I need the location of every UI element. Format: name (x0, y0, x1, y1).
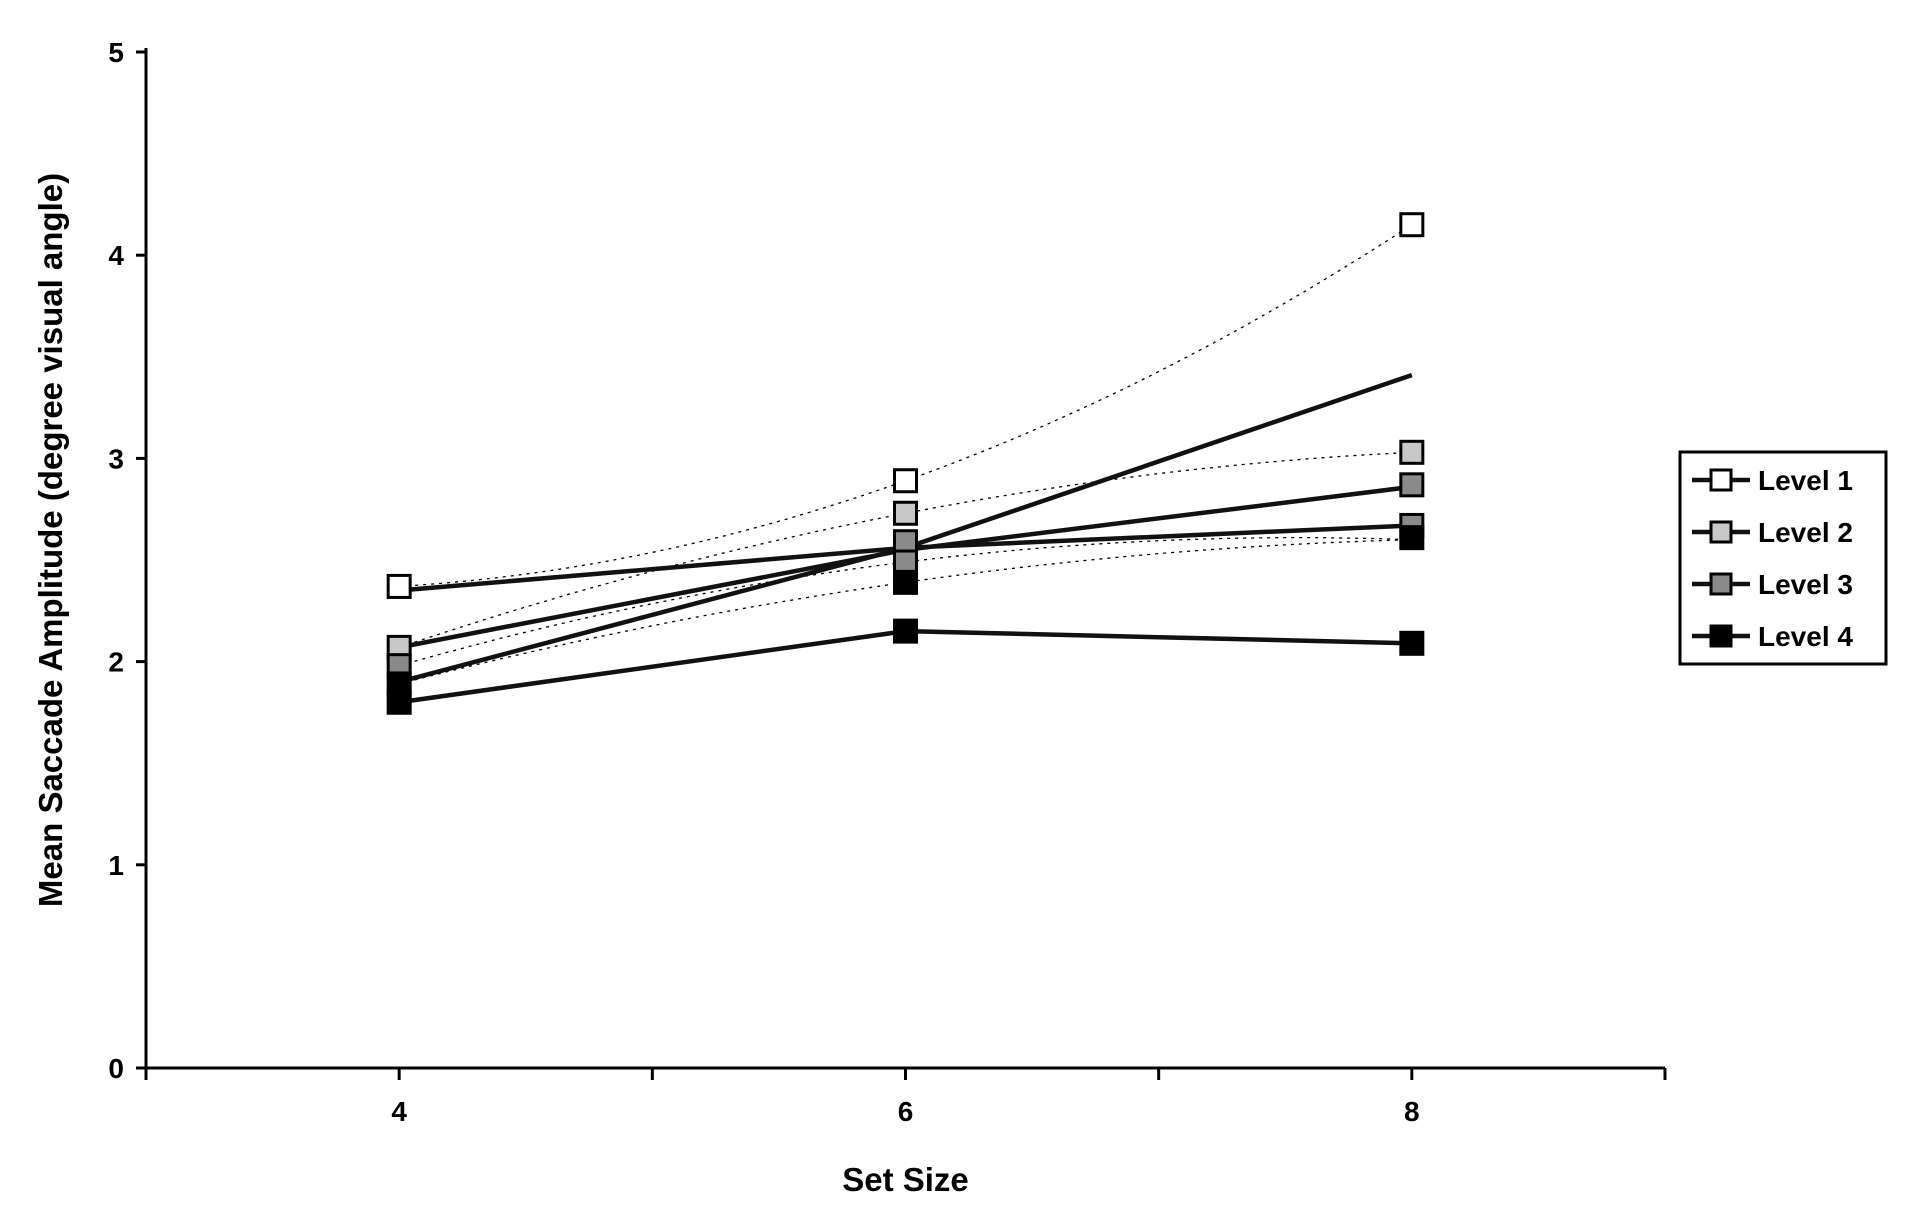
marker-level-1 (1399, 212, 1425, 238)
legend-marker (1709, 468, 1733, 492)
marker-level-4 (893, 618, 918, 644)
dotted-curve (398, 451, 1412, 649)
y-tick-label: 4 (108, 240, 124, 271)
marker-level-1 (386, 573, 412, 599)
y-tick-label: 3 (108, 443, 124, 474)
marker-level-2 (893, 500, 918, 526)
legend-label: Level 3 (1758, 569, 1853, 600)
marker-level-4 (1399, 630, 1425, 656)
dotted-curve (399, 224, 1413, 588)
legend-label: Level 1 (1758, 465, 1853, 496)
marker-level-3 (893, 529, 918, 555)
marker-level-2 (1399, 439, 1425, 465)
legend-marker (1709, 572, 1733, 596)
legend-label: Level 4 (1758, 621, 1853, 652)
x-tick-label: 4 (391, 1096, 407, 1127)
legend-label: Level 2 (1758, 517, 1853, 548)
legend-marker (1709, 520, 1733, 544)
x-axis-title: Set Size (842, 1161, 969, 1198)
y-tick-label: 2 (108, 647, 124, 678)
series-markers (386, 212, 1425, 715)
y-axis-title: Mean Saccade Amplitude (degree visual an… (32, 173, 69, 907)
marker-level-4 (1399, 525, 1425, 551)
marker-level-3 (1399, 472, 1425, 498)
dotted-curves (398, 224, 1413, 685)
legend-marker (1709, 624, 1733, 648)
axes: 0 1 2 3 4 5 4 6 8 (108, 37, 1667, 1127)
marker-level-1 (893, 468, 918, 494)
dotted-curve (399, 539, 1412, 685)
marker-level-4 (893, 569, 918, 595)
y-tick-label: 0 (108, 1053, 124, 1084)
marker-level-4 (386, 671, 412, 697)
y-tick-label: 1 (108, 850, 124, 881)
x-tick-label: 6 (898, 1096, 914, 1127)
x-tick-label: 8 (1404, 1096, 1420, 1127)
marker-level-3 (893, 549, 918, 575)
legend: Level 1 Level 2 Level 3 Level 4 (1678, 450, 1888, 666)
y-tick-label: 5 (108, 37, 124, 68)
